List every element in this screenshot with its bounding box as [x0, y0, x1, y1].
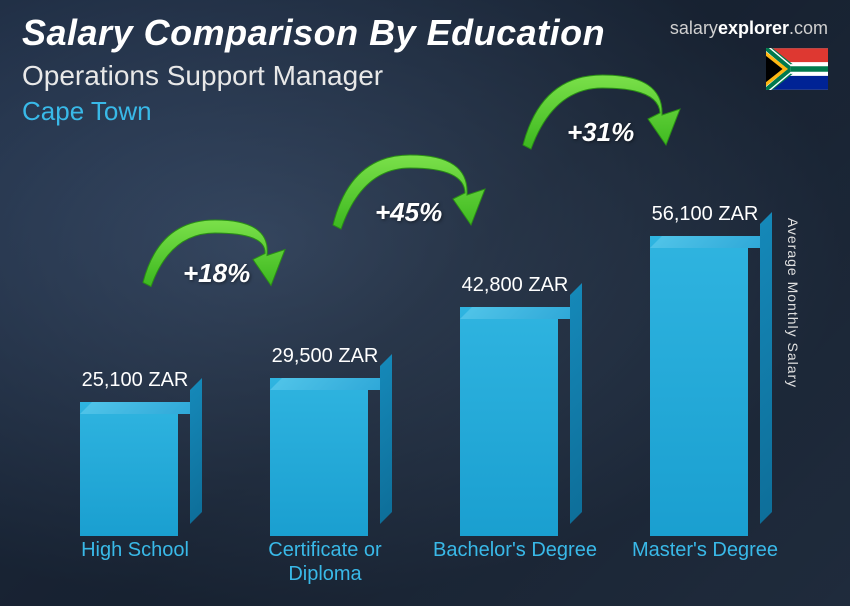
- bar-3d: [270, 378, 380, 536]
- bar-top-face: [650, 236, 772, 248]
- bar-front-face: [80, 402, 178, 536]
- bar-top-face: [80, 402, 202, 414]
- bar-label: Bachelor's Degree: [424, 538, 606, 586]
- bar-group: 25,100 ZAR: [44, 369, 226, 536]
- bar-label: Master's Degree: [614, 538, 796, 586]
- increase-percent: +18%: [183, 258, 250, 289]
- bar-side-face: [570, 283, 582, 524]
- increase-arrow: +45%: [325, 165, 495, 265]
- page-subtitle: Operations Support Manager: [22, 60, 828, 92]
- increase-percent: +31%: [567, 117, 634, 148]
- y-axis-label: Average Monthly Salary: [785, 218, 801, 388]
- bar-group: 29,500 ZAR: [234, 345, 416, 536]
- bar-label: High School: [44, 538, 226, 586]
- bar-front-face: [270, 378, 368, 536]
- brand-prefix: salary: [670, 18, 718, 38]
- brand-bold: explorer: [718, 18, 789, 38]
- increase-arrow: +31%: [515, 85, 690, 185]
- bar-value: 29,500 ZAR: [272, 345, 379, 368]
- location-label: Cape Town: [22, 96, 828, 127]
- bar-3d: [650, 236, 760, 536]
- bar-3d: [80, 402, 190, 536]
- bar-side-face: [190, 378, 202, 524]
- bar-3d: [460, 307, 570, 536]
- bar-front-face: [460, 307, 558, 536]
- increase-arrow: +18%: [135, 230, 295, 320]
- bar-side-face: [760, 212, 772, 524]
- brand-label: salaryexplorer.com: [670, 18, 828, 39]
- bar-label: Certificate or Diploma: [234, 538, 416, 586]
- bar-top-face: [460, 307, 582, 319]
- bar-side-face: [380, 354, 392, 524]
- bar-value: 56,100 ZAR: [652, 203, 759, 226]
- brand-suffix: .com: [789, 18, 828, 38]
- bar-top-face: [270, 378, 392, 390]
- increase-percent: +45%: [375, 197, 442, 228]
- bar-value: 25,100 ZAR: [82, 369, 189, 392]
- bar-front-face: [650, 236, 748, 536]
- bar-group: 56,100 ZAR: [614, 203, 796, 536]
- bar-group: 42,800 ZAR: [424, 274, 606, 536]
- labels-container: High SchoolCertificate or DiplomaBachelo…: [40, 538, 800, 586]
- south-africa-flag-icon: [766, 48, 828, 90]
